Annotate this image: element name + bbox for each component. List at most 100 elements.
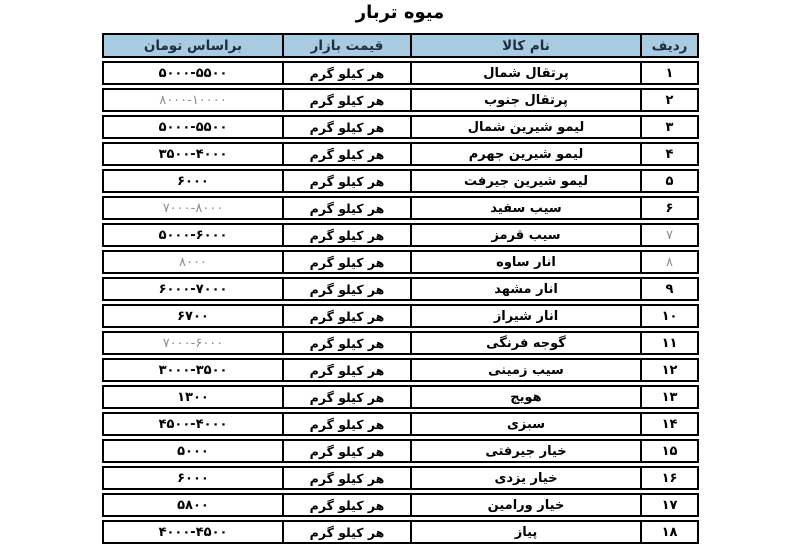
table-row: ۲ پرتقال جنوب هر کیلو گرم ۸۰۰۰-۱۰۰۰۰ [102,88,699,112]
table-row: ۵ لیمو شیرین جیرفت هر کیلو گرم ۶۰۰۰ [102,169,699,193]
price-range-value: ۶۰۰۰ [177,173,209,189]
price-range-value: ۵۰۰۰-۶۰۰۰ [158,227,228,243]
row-number-cell: ۵ [642,169,699,193]
market-price-unit-cell: هر کیلو گرم [284,493,412,517]
item-name-cell: انار ساوه [412,250,642,274]
table-row: ۱۱ گوجه فرنگی هر کیلو گرم ۷۰۰۰-۶۰۰۰ [102,331,699,355]
table-row: ۱۲ سیب زمینی هر کیلو گرم ۳۰۰۰-۳۵۰۰ [102,358,699,382]
price-range-value: ۱۳۰۰ [177,389,209,405]
table-row: ۱۵ خیار جیرفتی هر کیلو گرم ۵۰۰۰ [102,439,699,463]
row-number-cell: ۲ [642,88,699,112]
market-price-unit-cell: هر کیلو گرم [284,61,412,85]
table-row: ۶ سیب سفید هر کیلو گرم ۷۰۰۰-۸۰۰۰ [102,196,699,220]
table-row: ۱۸ پیاز هر کیلو گرم ۴۰۰۰-۴۵۰۰ [102,520,699,544]
row-number-cell: ۱۳ [642,385,699,409]
table-row: ۱۰ انار شیراز هر کیلو گرم ۶۷۰۰ [102,304,699,328]
row-number-cell: ۷ [642,223,699,247]
row-number-cell: ۱۷ [642,493,699,517]
table-row: ۷ سیب قرمز هر کیلو گرم ۵۰۰۰-۶۰۰۰ [102,223,699,247]
row-number-cell: ۴ [642,142,699,166]
table-row: ۳ لیمو شیرین شمال هر کیلو گرم ۵۰۰۰-۵۵۰۰ [102,115,699,139]
price-range-value: ۳۰۰۰-۳۵۰۰ [158,362,228,378]
row-number-cell: ۸ [642,250,699,274]
item-name-cell: خیار جیرفتی [412,439,642,463]
market-price-unit-cell: هر کیلو گرم [284,277,412,301]
price-range-value: ۵۰۰۰-۵۵۰۰ [158,65,228,81]
price-toman-cell: ۶۰۰۰-۷۰۰۰ [102,277,284,301]
price-toman-cell: ۵۰۰۰-۵۵۰۰ [102,61,284,85]
table-row: ۱۳ هویج هر کیلو گرم ۱۳۰۰ [102,385,699,409]
item-name-cell: خیار ورامین [412,493,642,517]
item-name-cell: خیار یزدی [412,466,642,490]
item-name-cell: پیاز [412,520,642,544]
price-toman-cell: ۳۰۰۰-۳۵۰۰ [102,358,284,382]
item-name-cell: سیب سفید [412,196,642,220]
market-price-unit-cell: هر کیلو گرم [284,331,412,355]
price-range-value: ۴۰۰۰-۴۵۰۰ [158,524,228,540]
price-toman-cell: ۵۰۰۰-۵۵۰۰ [102,115,284,139]
price-toman-cell: ۸۰۰۰ [102,250,284,274]
row-number-cell: ۱ [642,61,699,85]
price-toman-cell: ۵۸۰۰ [102,493,284,517]
price-toman-cell: ۱۳۰۰ [102,385,284,409]
row-number-cell: ۱۲ [642,358,699,382]
price-range-value: ۷۰۰۰-۶۰۰۰ [162,335,224,351]
table-row: ۱۶ خیار یزدی هر کیلو گرم ۶۰۰۰ [102,466,699,490]
market-price-unit-cell: هر کیلو گرم [284,88,412,112]
market-price-unit-cell: هر کیلو گرم [284,304,412,328]
item-name-cell: پرتقال جنوب [412,88,642,112]
row-number-cell: ۱۵ [642,439,699,463]
price-range-value: ۶۰۰۰-۷۰۰۰ [158,281,228,297]
item-name-cell: پرتقال شمال [412,61,642,85]
item-name-cell: لیمو شیرین شمال [412,115,642,139]
table-row: ۹ انار مشهد هر کیلو گرم ۶۰۰۰-۷۰۰۰ [102,277,699,301]
price-range-value: ۷۰۰۰-۸۰۰۰ [162,200,224,216]
row-number-cell: ۱۱ [642,331,699,355]
market-price-unit-cell: هر کیلو گرم [284,142,412,166]
price-range-value: ۶۰۰۰ [177,470,209,486]
table-row: ۱۷ خیار ورامین هر کیلو گرم ۵۸۰۰ [102,493,699,517]
price-range-value: ۵۰۰۰ [177,443,209,459]
price-toman-cell: ۴۰۰۰-۴۵۰۰ [102,520,284,544]
item-name-cell: لیمو شیرین جیرفت [412,169,642,193]
row-number-cell: ۱۶ [642,466,699,490]
row-number-cell: ۳ [642,115,699,139]
page-title: میوه تربار [355,2,445,23]
price-toman-cell: ۶۰۰۰ [102,169,284,193]
table-row: ۴ لیمو شیرین جهرم هر کیلو گرم ۳۵۰۰-۴۰۰۰ [102,142,699,166]
item-name-cell: انار مشهد [412,277,642,301]
item-name-cell: سیب قرمز [412,223,642,247]
table-body: ۱ پرتقال شمال هر کیلو گرم ۵۰۰۰-۵۵۰۰ ۲ پرتقال … [102,61,699,544]
price-toman-cell: ۶۷۰۰ [102,304,284,328]
market-price-unit-cell: هر کیلو گرم [284,439,412,463]
header-item-name: نام کالا [412,33,642,58]
price-toman-cell: ۷۰۰۰-۸۰۰۰ [102,196,284,220]
item-name-cell: گوجه فرنگی [412,331,642,355]
row-number-cell: ۱۴ [642,412,699,436]
item-name-cell: سیب زمینی [412,358,642,382]
table-row: ۱۴ سبزی هر کیلو گرم ۴۵۰۰-۴۰۰۰ [102,412,699,436]
price-range-value: ۸۰۰۰ [179,254,207,270]
table-row: ۸ انار ساوه هر کیلو گرم ۸۰۰۰ [102,250,699,274]
market-price-unit-cell: هر کیلو گرم [284,223,412,247]
item-name-cell: انار شیراز [412,304,642,328]
market-price-unit-cell: هر کیلو گرم [284,169,412,193]
price-range-value: ۵۸۰۰ [177,497,209,513]
item-name-cell: لیمو شیرین جهرم [412,142,642,166]
header-row-number: ردیف [642,33,699,58]
header-row: ردیف نام کالا قیمت بازار براساس تومان [102,33,699,58]
price-toman-cell: ۶۰۰۰ [102,466,284,490]
row-number-cell: ۱۸ [642,520,699,544]
item-name-cell: هویج [412,385,642,409]
price-toman-cell: ۷۰۰۰-۶۰۰۰ [102,331,284,355]
market-price-unit-cell: هر کیلو گرم [284,466,412,490]
row-number-cell: ۶ [642,196,699,220]
table-row: ۱ پرتقال شمال هر کیلو گرم ۵۰۰۰-۵۵۰۰ [102,61,699,85]
price-range-value: ۵۰۰۰-۵۵۰۰ [158,119,228,135]
price-range-value: ۳۵۰۰-۴۰۰۰ [158,146,228,162]
price-range-value: ۴۵۰۰-۴۰۰۰ [158,416,228,432]
price-toman-cell: ۵۰۰۰-۶۰۰۰ [102,223,284,247]
market-price-unit-cell: هر کیلو گرم [284,115,412,139]
price-range-value: ۶۷۰۰ [177,308,209,324]
